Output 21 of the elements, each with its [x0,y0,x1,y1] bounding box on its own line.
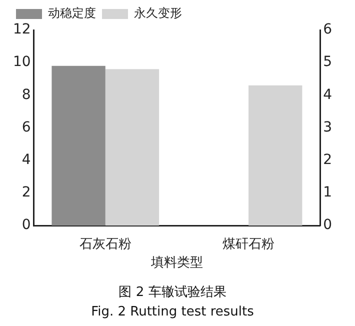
y-tick-label: 0 [22,217,31,234]
y2-tick-label: 1 [323,184,332,201]
x-tick-label: 石灰石粉 [79,236,132,252]
text: Fig. 2 Rutting test results [91,304,254,320]
x-axis-title: 填料类型 [150,255,203,270]
y-tick-label: 4 [22,152,31,168]
y2-tick-label: 6 [323,22,332,38]
y2-tick-label: 2 [323,152,332,168]
legend-label: 永久变形 [134,6,182,20]
y2-tick-label: 4 [323,86,332,103]
y-tick-label: 2 [22,184,31,201]
y2-tick-label: 3 [323,119,332,136]
y-tick-label: 12 [12,22,31,38]
legend-label: 动稳定度 [48,6,96,20]
text: 图 2 车辙试验结果 [118,284,226,300]
y2-tick-label: 5 [323,54,332,70]
y-tick-label: 10 [12,54,31,70]
x-tick-label: 煤矸石粉 [222,236,275,252]
y2-tick-label: 0 [323,217,332,234]
y-tick-label: 6 [22,119,31,136]
y-tick-label: 8 [22,86,31,103]
